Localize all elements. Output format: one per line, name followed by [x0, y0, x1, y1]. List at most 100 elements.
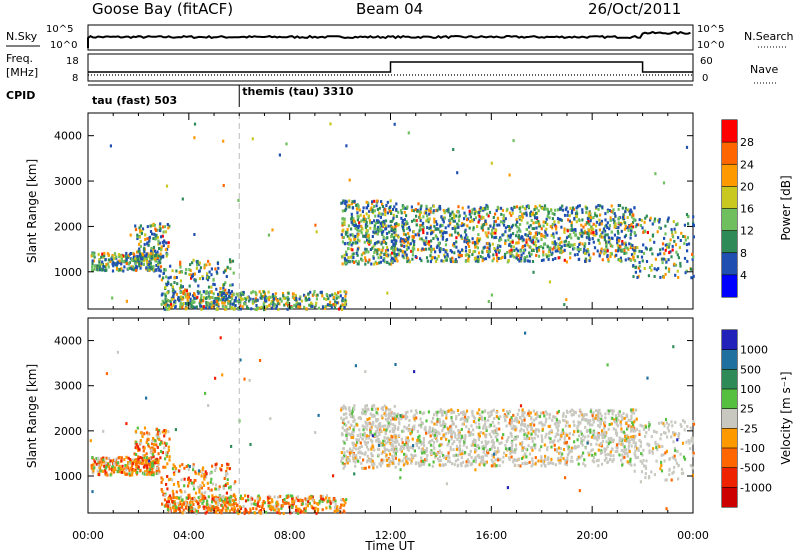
echo-cell [191, 509, 194, 513]
echo-cell [404, 250, 407, 254]
echo-cell [194, 491, 198, 495]
echo-cell [580, 223, 583, 227]
echo-cell [605, 447, 608, 451]
echo-cell [154, 257, 157, 261]
echo-cell [196, 295, 199, 299]
echo-cell [481, 256, 484, 260]
echo-cell [258, 510, 261, 514]
echo-cell [279, 297, 282, 301]
echo-cell [475, 241, 478, 245]
echo-cell [271, 295, 274, 299]
echo-cell [351, 241, 355, 245]
echo-cell [671, 248, 674, 252]
cpid-segment-1: tau (fast) 503 [92, 94, 177, 107]
nsky-tick-high: 10^5 [46, 24, 73, 35]
echo-cell [165, 184, 169, 188]
echo-cell [406, 427, 409, 431]
echo-cell [502, 213, 505, 217]
station-title: Goose Bay (fitACF) [92, 0, 233, 18]
echo-cell [217, 506, 220, 510]
echo-cell [356, 249, 359, 253]
echo-cell [92, 463, 95, 466]
echo-cell [412, 230, 415, 233]
echo-cell [160, 278, 163, 282]
echo-cell [185, 303, 188, 307]
echo-cell [610, 252, 613, 256]
echo-cell [401, 225, 404, 229]
echo-cell [644, 216, 647, 220]
echo-cell [275, 304, 278, 308]
echo-cell [563, 213, 567, 217]
echo-cell [385, 428, 388, 432]
echo-cell [543, 443, 546, 447]
echo-cell [401, 249, 404, 253]
echo-cell [292, 499, 295, 503]
echo-cell [581, 210, 584, 214]
echo-cell [158, 431, 161, 435]
echo-cell [360, 253, 363, 257]
echo-cell [329, 294, 332, 298]
y-tick-label: 2000 [54, 220, 82, 233]
echo-cell [215, 501, 218, 505]
echo-cell [201, 305, 204, 309]
echo-cell [531, 238, 535, 242]
echo-cell [421, 412, 424, 416]
echo-cell [605, 244, 608, 248]
echo-cell [162, 254, 165, 258]
echo-cell [515, 205, 519, 209]
echo-cell [217, 304, 220, 308]
echo-cell [194, 472, 197, 475]
echo-cell [156, 250, 159, 254]
echo-cell [517, 241, 520, 245]
echo-cell [500, 237, 503, 241]
echo-cell [373, 242, 377, 245]
echo-cell [172, 288, 175, 292]
echo-cell [553, 220, 556, 224]
echo-cell [587, 214, 590, 218]
echo-cell [352, 428, 355, 432]
echo-cell [231, 498, 234, 502]
echo-cell [233, 499, 236, 503]
echo-cell [580, 234, 583, 238]
echo-cell [198, 290, 202, 294]
echo-cell [594, 233, 597, 237]
echo-cell [632, 423, 635, 427]
echo-cell [453, 216, 456, 219]
echo-cell [470, 424, 473, 428]
echo-cell [613, 418, 616, 422]
echo-cell [297, 305, 300, 309]
echo-cell [463, 211, 466, 215]
echo-cell [610, 204, 613, 208]
echo-cell [581, 208, 584, 212]
echo-cell [585, 206, 588, 210]
echo-cell [164, 431, 167, 435]
echo-cell [636, 246, 639, 250]
echo-cell [634, 233, 637, 237]
echo-cell [422, 239, 425, 243]
echo-cell [661, 247, 664, 251]
echo-cell [478, 214, 481, 218]
echo-cell [370, 447, 373, 451]
echo-cell [592, 233, 595, 237]
echo-cell [354, 259, 357, 263]
echo-cell [352, 256, 355, 259]
echo-cell [449, 260, 453, 263]
echo-cell [419, 219, 422, 223]
echo-cell [653, 217, 657, 221]
echo-cell [488, 244, 491, 248]
echo-cell [394, 233, 397, 237]
echo-cell [391, 456, 394, 460]
echo-cell [343, 290, 346, 294]
echo-cell [595, 214, 599, 218]
echo-cell [647, 274, 650, 278]
echo-cell [184, 271, 187, 275]
echo-cell [346, 228, 349, 231]
echo-cell [167, 500, 171, 504]
echo-cell [361, 227, 364, 231]
echo-cell [398, 422, 401, 426]
echo-cell [217, 487, 220, 491]
echo-cell [609, 242, 612, 246]
echo-cell [587, 429, 590, 433]
echo-cell [145, 456, 148, 460]
echo-cell [577, 434, 581, 438]
